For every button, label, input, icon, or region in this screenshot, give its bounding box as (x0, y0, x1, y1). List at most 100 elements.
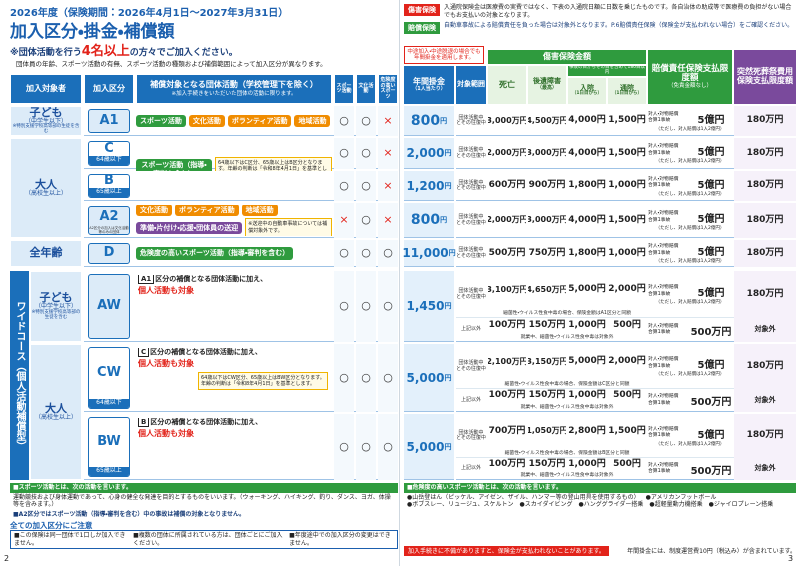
liability-label-line: 対人・対物賠償 (648, 394, 679, 400)
coverage-symbol: ○ (334, 240, 354, 267)
danger-item: ●アメリカンフットボール (645, 493, 717, 501)
coverage-symbol: ○ (334, 138, 354, 169)
note-text: の方々でご加入ください。 (129, 48, 238, 58)
liability-cell: 対人・対物賠償 合算1事故 5億円 （ただし、対人賠償は1人2億円） (648, 139, 732, 168)
row-background (456, 389, 796, 412)
liability-cell: 対人・対物賠償 合算1事故 5億円 （ただし、対人賠償は1人2億円） (648, 272, 732, 317)
page-number: 3 (788, 554, 794, 563)
scope-cell: 団体活動中とその往復中 (456, 214, 486, 226)
footer-info: 年間掛金には、制度運営費10円（税込み）が含まれています。 (627, 548, 796, 555)
inpatient-header: 入院 （1日目から） (568, 78, 606, 104)
row-background (456, 271, 796, 318)
premium-cell: 800 円 (404, 203, 454, 238)
disability-header: 後遺障害 （最高） (528, 66, 566, 104)
liability-label-line: 合算1事故 (648, 150, 671, 156)
lead-code: B (138, 418, 150, 427)
premium: 5,000 (406, 370, 445, 385)
scope-cell: 団体活動中とその往復中 (456, 360, 486, 372)
intro-row: 賠償保険 自動車事故による賠償責任を負った場合は対象外となります。P.6賠償責任保… (404, 21, 796, 34)
code-box: A1 (88, 109, 130, 133)
row-background (456, 318, 796, 342)
coverage-symbol: ○ (334, 171, 354, 201)
lead-emphasis: 個人活動も対象 (138, 428, 194, 438)
lead-note: 64歳以下はCW区分、65歳以上はBW区分となります。年齢の判断は「令和8年4月… (198, 371, 328, 391)
liability-amount: 5億円 (697, 429, 725, 441)
benefit-value: 3,150万円 (528, 356, 566, 366)
benefit-value: 4,000円 (568, 115, 606, 126)
lead-line: B 区分の補償となる団体活動に加え、 (138, 418, 332, 428)
group-sub: （高校生以上） (34, 413, 77, 421)
row-background (456, 171, 796, 201)
benefit-value: 1,000円 (568, 319, 606, 330)
coverage-symbol: ○ (334, 344, 354, 412)
danger-item: ●ボブスレー、リュージュ、スケルトン (407, 501, 514, 508)
wide-lead: A1 区分の補償となる団体活動に加え、 個人活動も対象 (138, 275, 332, 338)
lead-line: C 区分の補償となる団体活動に加え、 (138, 348, 332, 358)
coverage-symbol: ○ (356, 240, 376, 267)
benefit-note: 就業中、細菌性・ウイルス性食中毒は対象外 (520, 472, 614, 478)
benefit-value: 1,800円 (568, 247, 606, 258)
intro-text: 入通院保険金は医療費の実費ではなく、下表の入通院日額に日数を乗じたものです。各自… (444, 4, 792, 19)
benefit-value: 1,000円 (608, 180, 646, 191)
code-box: B 65歳以上 (88, 174, 130, 198)
premium: 5,000 (406, 439, 445, 454)
header-sub: （免責金額なし） (667, 83, 712, 90)
danger-list: ●山岳登はん（ピッケル、アイゼン、ザイル、ハンマー等の登山用具を使用するもの） ●… (404, 493, 796, 510)
liability-cell: 対人・対物賠償 合算1事故 500万円 (648, 459, 732, 479)
scope-cell: 団体活動中とその往復中 (456, 179, 486, 191)
scope-cell: 団体活動中とその往復中 (456, 288, 486, 300)
coverage-symbol: ○ (356, 171, 376, 201)
benefit-value: 3,000万円 (528, 215, 566, 225)
liability-cell: 対人・対物賠償 合算1事故 5億円 （ただし、対人賠償は1人2億円） (648, 107, 732, 135)
liability-label-line: 対人・対物賠償 (648, 323, 679, 329)
group-name: 大人 (35, 177, 57, 191)
funeral-value: 対象外 (734, 458, 796, 480)
notes-text: 運動競技および身体運動であって、心身の健全な発達を目的とするものをいいます。（ウ… (13, 493, 391, 509)
coverage-symbol: ○ (378, 240, 398, 267)
group-sub: （高校生以上） (24, 189, 67, 197)
premium: 800 (410, 212, 441, 228)
code: D (103, 245, 115, 261)
coverage-symbol: ○ (356, 271, 376, 342)
code: AW (97, 298, 121, 314)
liability-label-line: 合算1事故 (648, 400, 671, 406)
premium-unit: 円 (440, 116, 448, 125)
row-background (456, 458, 796, 480)
activity-tag: 危険度の高いスポーツ活動（指導・審判を含む） (136, 247, 294, 260)
wide-label: ワイドコース（個人活動補償型） (10, 271, 29, 480)
benefit-value: 1,500円 (608, 115, 646, 126)
right-notes: ■危険度の高いスポーツ活動とは、次の活動を言います。 ●山岳登はん（ピッケル、ア… (404, 483, 796, 543)
activity-tag: 準備・片付け・応援・団体員の送迎 (136, 221, 243, 234)
premium-unit: 円 (440, 216, 448, 224)
row-background (456, 414, 796, 458)
danger-item: ●ジャイロプレーン搭乗 (708, 501, 774, 508)
code: CW (97, 365, 121, 381)
sub-note: 団体員の年齢、スポーツ活動の有無、スポーツ活動の種類および補償範囲によって加入区… (16, 60, 327, 68)
liability-label-line: 対人・対物賠償 (648, 144, 679, 150)
coverage-symbol: × (378, 138, 398, 169)
liability-cell: 対人・対物賠償 合算1事故 500万円 (648, 390, 732, 411)
lead-text: 区分の補償となる団体活動に加え、 (155, 275, 268, 283)
code: BW (97, 434, 121, 450)
group-name: 大人 (45, 401, 67, 415)
notes-title: ■危険度の高いスポーツ活動とは、次の活動を言います。 (404, 483, 796, 493)
table-header: 加入区分 (84, 74, 134, 104)
benefit-value: 1,500円 (608, 147, 646, 158)
notes-title: ■スポーツ活動とは、次の活動を言います。 (10, 483, 398, 493)
code: C (104, 142, 114, 156)
intro-row: 傷害保険 入通院保険金は医療費の実費ではなく、下表の入通院日額に日数を乗じたもので… (404, 4, 796, 20)
liability-proviso: （ただし、対人賠償は1人2億円） (655, 159, 725, 164)
coverage-symbol: ○ (334, 414, 354, 480)
premium-cell: 2,000 円 (404, 138, 454, 169)
code: A1 (99, 112, 119, 128)
benefit-value: 3,100万円 (488, 284, 526, 294)
liability-label-line: 合算1事故 (648, 363, 671, 369)
benefit-value: 4,000円 (568, 147, 606, 158)
coverage-symbol: ○ (356, 138, 376, 169)
liability-label: 対人・対物賠償 合算1事故 (648, 244, 690, 256)
header-text: 補償対象となる団体活動（学校管理下を除く） (150, 79, 318, 89)
benefit-value: 500万円 (488, 247, 526, 258)
benefit-value: 500円 (613, 319, 641, 330)
footer-bar: 加入手続きに不備がありますと、保険金が支払われないことがあります。 年間掛金には… (404, 546, 796, 556)
scope-cell: 団体活動中とその往復中 (456, 147, 486, 159)
